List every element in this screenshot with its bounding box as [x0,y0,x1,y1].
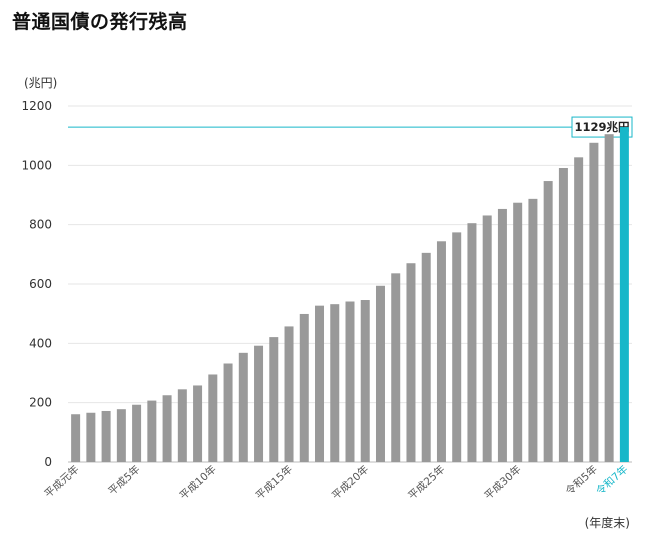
bar [375,285,385,462]
x-tick-label: 令和7年 [593,463,630,498]
x-tick-label: 令和5年 [563,463,600,498]
x-tick-label: 平成20年 [329,463,371,503]
bar [132,404,142,462]
bar [467,223,477,462]
y-tick-label: 600 [29,277,52,291]
x-tick-label: 平成25年 [405,463,447,503]
reference-label: 1129兆円 [574,120,629,134]
bar [574,157,584,462]
reference-line-group: 1129兆円 [68,116,633,138]
bar [71,414,81,462]
bar [330,304,340,462]
x-axis-ticks: 平成元年 平成5年 平成10年 平成15年 平成20年 平成25年 平成30年 令和5年令和7… [42,463,631,503]
bar [345,301,355,462]
bar [223,363,233,462]
bar [162,395,172,462]
chart-title: 普通国債の発行残高 [12,11,188,33]
x-axis-label: (年度末) [585,515,630,530]
y-axis-ticks: 0 200 400 600 800 1000 1200 [21,99,52,469]
bar [513,202,523,463]
bar-highlight [619,127,629,463]
bar [436,241,446,462]
y-tick-label: 1200 [21,99,52,113]
bar [284,326,294,462]
bar [116,409,126,462]
y-tick-label: 1000 [21,158,52,172]
bar [604,134,614,462]
x-tick-label: 平成15年 [253,463,295,503]
y-axis-label: (兆円) [24,76,57,90]
bar [421,252,431,462]
bar [406,263,416,462]
bar [254,345,264,462]
y-tick-label: 0 [44,455,52,469]
x-tick-label: 平成30年 [482,463,524,503]
bar [558,168,568,462]
bar [543,181,553,462]
bar [101,410,111,462]
bar [497,208,507,462]
bar [299,313,309,462]
bar [452,232,462,462]
bar [86,412,96,462]
y-tick-label: 800 [29,218,52,232]
bar [238,352,248,462]
bar [528,198,538,462]
bar [147,400,157,462]
x-tick-label: 平成5年 [106,463,143,498]
bar [208,374,218,462]
bar [360,300,370,462]
bar [269,337,279,462]
bar [193,385,203,462]
bar [589,142,599,462]
bar [482,215,492,462]
reference-label-box [571,116,633,138]
bar [177,389,187,462]
bar [315,305,325,462]
bar [391,273,401,462]
x-tick-label: 平成10年 [177,463,219,503]
bars [71,127,629,463]
y-tick-label: 400 [29,336,52,350]
y-tick-label: 200 [29,396,52,410]
